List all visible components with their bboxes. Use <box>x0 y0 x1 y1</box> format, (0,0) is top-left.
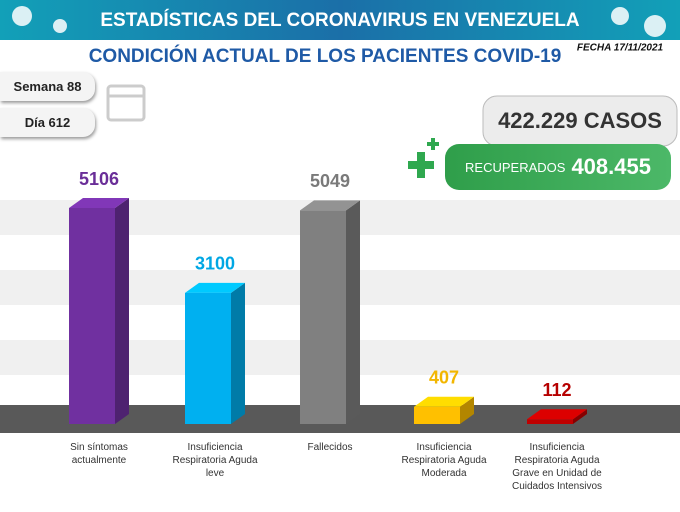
value-label: 3100 <box>195 254 235 274</box>
value-label: 407 <box>429 368 459 388</box>
bar <box>300 210 346 424</box>
bar-side <box>573 409 587 424</box>
virus-icons <box>12 6 666 37</box>
calendar-icon <box>106 84 146 122</box>
bar-top <box>300 200 360 211</box>
value-label: 112 <box>542 380 571 400</box>
category-label: Insuficiencia Respiratoria Aguda leve <box>172 442 258 479</box>
bar <box>69 208 115 424</box>
category-label: Sin síntomas actualmente <box>70 442 128 466</box>
recovered-value: 408.455 <box>571 154 651 179</box>
bar-top <box>414 396 474 407</box>
week-box: Semana 88 <box>0 72 95 101</box>
category-label: Insuficiencia Respiratoria Aguda Grave e… <box>511 442 603 492</box>
bar <box>185 292 231 424</box>
bar-side <box>346 200 360 424</box>
category-label: Insuficiencia Respiratoria Aguda Moderad… <box>401 442 487 479</box>
date: FECHA 17/11/2021 <box>577 43 664 54</box>
header-title: ESTADÍSTICAS DEL CORONAVIRUS EN VENEZUEL… <box>100 9 580 31</box>
bar-side <box>115 198 129 424</box>
chart-title: CONDICIÓN ACTUAL DE LOS PACIENTES COVID-… <box>89 45 562 67</box>
recovered: RECUPERADOS 408.455 <box>445 144 671 190</box>
recovered-label: RECUPERADOS <box>465 159 566 175</box>
bar-top <box>185 282 245 293</box>
cases: 422.229 CASOS <box>498 108 662 133</box>
recovered-box <box>445 144 671 190</box>
plus-icons <box>408 138 439 178</box>
category-label: Fallecidos <box>307 442 353 453</box>
bar-top <box>69 198 129 208</box>
day-box: Día 612 <box>0 108 95 137</box>
bar <box>414 406 460 424</box>
banner <box>0 0 680 40</box>
bar-side <box>460 396 474 424</box>
value-label: 5106 <box>79 169 119 189</box>
bar-top <box>527 409 587 420</box>
value-label: 5049 <box>310 171 350 191</box>
bar-side <box>231 282 245 424</box>
bar <box>527 419 573 424</box>
